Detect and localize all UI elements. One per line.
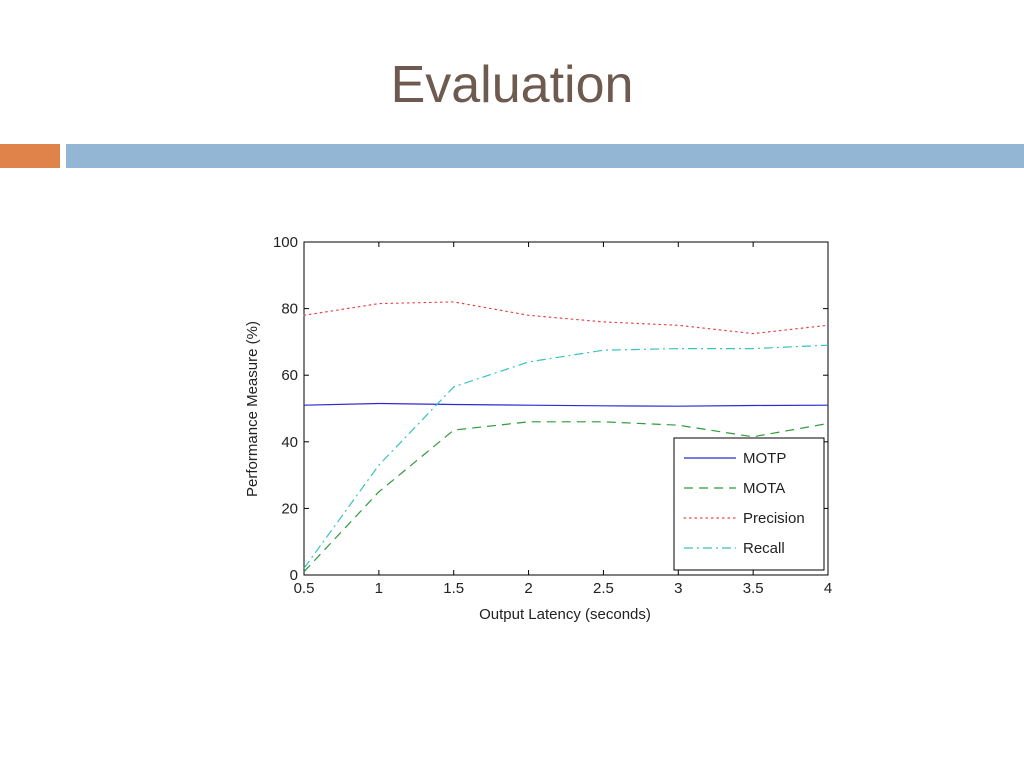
y-tick-label: 80 <box>281 301 298 318</box>
x-tick-label: 2.5 <box>593 580 614 597</box>
x-tick-label: 1.5 <box>443 580 464 597</box>
series-line-motp <box>303 402 829 407</box>
series-line-recall <box>303 344 829 569</box>
accent-bar <box>0 144 60 168</box>
y-tick-label: 60 <box>281 367 298 384</box>
y-tick-label: 0 <box>290 567 298 584</box>
series-line-mota <box>303 421 829 573</box>
y-tick-label: 40 <box>281 434 298 451</box>
x-tick-label: 0.5 <box>294 580 315 597</box>
y-axis-label: Performance Measure (%) <box>244 321 261 497</box>
chart-container: 0.5 1 1.5 2 2.5 3 3.5 4 0 20 40 60 80 100 MOTP MOTA Prec… <box>230 225 850 635</box>
legend-label-mota: MOTA <box>743 480 785 497</box>
plot-area: 0.5 1 1.5 2 2.5 3 3.5 4020406080100MOTPMOTAPrec… <box>273 234 832 597</box>
x-tick-label: 3 <box>674 580 682 597</box>
x-tick-label: 1 <box>375 580 383 597</box>
y-tick-label: 100 <box>273 234 298 251</box>
x-axis-label: Output Latency (seconds) <box>479 606 651 623</box>
legend-label-recall: Recall <box>743 540 785 557</box>
series-line-precision <box>303 301 829 335</box>
slide-title: Evaluation <box>390 56 634 114</box>
x-tick-label: 3.5 <box>743 580 764 597</box>
x-tick-label: 2 <box>524 580 532 597</box>
x-tick-label: 4 <box>824 580 832 597</box>
legend-label-motp: MOTP <box>743 450 786 467</box>
legend-label-precision: Precision <box>743 510 805 527</box>
header-divider-bar <box>66 144 1024 168</box>
plot-frame <box>303 241 829 576</box>
line-chart: 0.5 1 1.5 2 2.5 3 3.5 4020406080100MOTPMOTAPrec… <box>244 234 832 623</box>
y-tick-label: 20 <box>281 500 298 517</box>
